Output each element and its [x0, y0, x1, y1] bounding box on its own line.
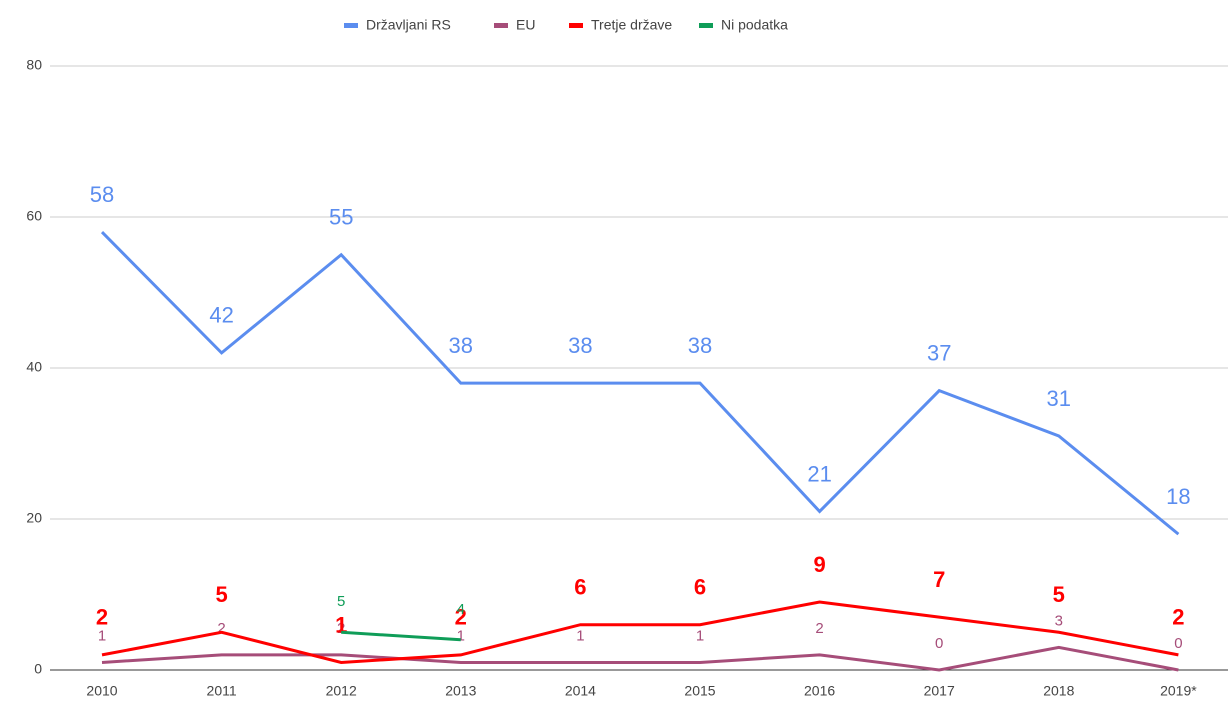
- x-tick-label: 2012: [326, 683, 357, 699]
- data-label: 38: [568, 333, 592, 358]
- data-label: 9: [813, 552, 825, 577]
- x-tick-label: 2016: [804, 683, 835, 699]
- data-label: 2: [217, 620, 225, 637]
- data-label: 4: [457, 601, 465, 618]
- data-label: 1: [576, 627, 584, 644]
- x-tick-label: 2017: [924, 683, 955, 699]
- x-tick-label: 2019*: [1160, 683, 1197, 699]
- data-label: 7: [933, 567, 945, 592]
- series-line: [101, 645, 1179, 672]
- data-label: 42: [209, 303, 233, 328]
- data-label: 2: [455, 605, 467, 630]
- legend-label: Ni podatka: [721, 17, 788, 33]
- x-tick-label: 2013: [445, 683, 476, 699]
- series-line: [100, 231, 1180, 536]
- data-label: 31: [1047, 386, 1071, 411]
- data-label: 38: [688, 333, 712, 358]
- data-label: 18: [1166, 484, 1190, 509]
- legend-swatch: [699, 23, 713, 28]
- data-label: 37: [927, 340, 951, 365]
- legend-label: Državljani RS: [366, 17, 451, 33]
- legend-swatch: [344, 23, 358, 28]
- y-tick-label: 20: [26, 510, 42, 526]
- data-label: 1: [98, 627, 106, 644]
- data-label: 6: [574, 575, 586, 600]
- data-label: 1: [696, 627, 704, 644]
- x-tick-label: 2011: [207, 683, 237, 699]
- data-label: 2: [96, 605, 108, 630]
- legend-label: Tretje države: [591, 17, 672, 33]
- data-label: 5: [215, 582, 227, 607]
- data-label: 58: [90, 182, 114, 207]
- data-label: 2: [1172, 605, 1184, 630]
- x-tick-label: 2018: [1043, 683, 1074, 699]
- series-line: [341, 630, 461, 642]
- y-tick-label: 60: [26, 208, 42, 224]
- legend-swatch: [494, 23, 508, 28]
- y-tick-label: 40: [26, 359, 42, 375]
- data-label: 5: [1053, 582, 1065, 607]
- data-label: 3: [1055, 612, 1063, 629]
- data-label: 2: [337, 620, 345, 637]
- legend-swatch: [569, 23, 583, 28]
- data-label: 0: [935, 635, 943, 652]
- data-label: 38: [449, 333, 473, 358]
- data-label: 1: [457, 627, 465, 644]
- data-label: 21: [807, 461, 831, 486]
- legend-label: EU: [516, 17, 535, 33]
- x-tick-label: 2010: [86, 683, 117, 699]
- data-label: 6: [694, 575, 706, 600]
- x-tick-label: 2015: [684, 683, 715, 699]
- data-label: 2: [815, 620, 823, 637]
- series-line: [101, 600, 1179, 664]
- data-label: 55: [329, 205, 353, 230]
- y-tick-label: 0: [34, 661, 42, 677]
- x-tick-label: 2014: [565, 683, 596, 699]
- data-label: 5: [337, 593, 345, 610]
- y-tick-label: 80: [26, 57, 42, 73]
- data-label: 0: [1174, 635, 1182, 652]
